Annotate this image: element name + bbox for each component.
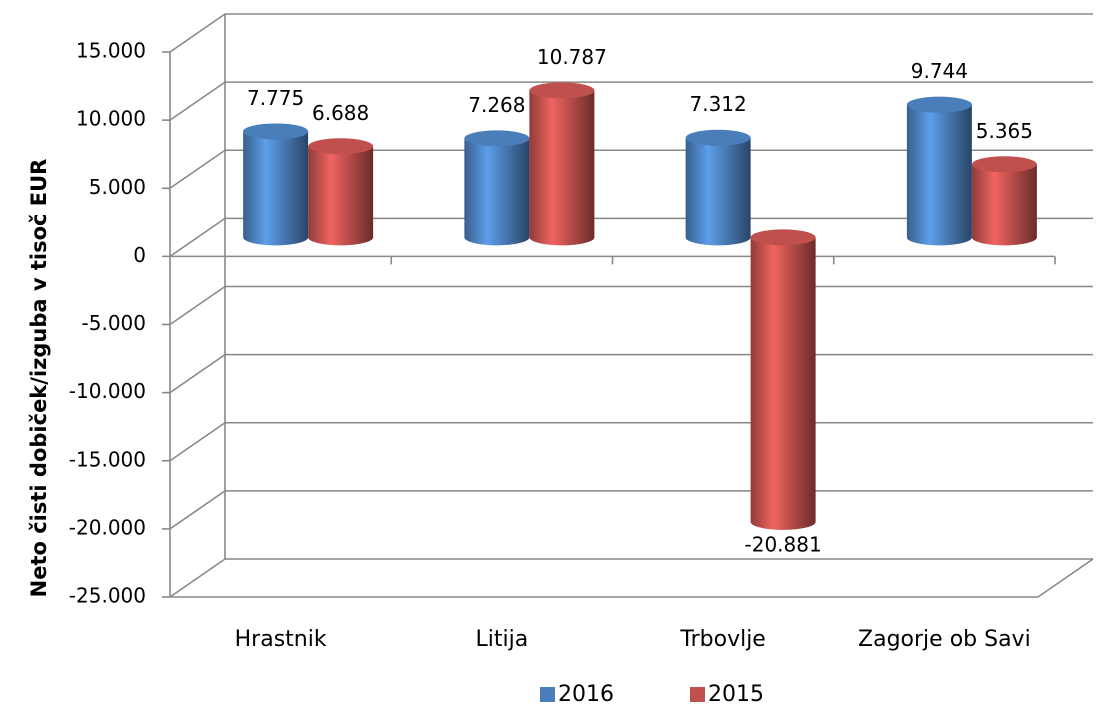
data-label: 7.268 — [468, 93, 525, 117]
y-axis-title: Neto čisti dobiček/izguba v tisoč EUR — [27, 159, 51, 598]
grid-line — [169, 421, 1093, 462]
cylinder-body — [243, 131, 309, 246]
bar — [464, 130, 530, 246]
cylinder-top — [906, 96, 972, 113]
cylinder-body — [308, 146, 374, 246]
grid-line — [169, 13, 1093, 53]
legend-swatch — [540, 687, 555, 702]
bar — [529, 82, 595, 246]
grid-line — [169, 149, 1093, 189]
grid-line — [169, 490, 1093, 530]
legend-label: 2015 — [708, 682, 764, 707]
y-tick-label: -20.000 — [69, 515, 146, 539]
data-label: 5.365 — [976, 119, 1033, 143]
y-tick-label: -25.000 — [69, 584, 146, 608]
cylinder-top — [464, 130, 530, 147]
data-label: 6.688 — [312, 101, 369, 125]
bar — [750, 229, 816, 530]
data-label: 7.312 — [689, 92, 746, 116]
data-label: -20.881 — [745, 532, 822, 556]
y-tick-label: 0 — [133, 243, 146, 267]
x-tick-label: Trbovlje — [679, 627, 765, 652]
cylinder-top — [243, 123, 309, 140]
grid-line — [169, 81, 1093, 121]
x-tick-label: Zagorje ob Savi — [858, 627, 1031, 652]
grid-line — [169, 558, 1093, 598]
bar — [906, 96, 972, 246]
y-tick-label: 10.000 — [76, 107, 146, 131]
grid-line — [169, 353, 1093, 394]
y-tick-label: 15.000 — [76, 39, 146, 63]
cylinder-top — [685, 129, 751, 146]
data-label: 10.787 — [537, 45, 607, 69]
legend-swatch — [690, 687, 705, 702]
data-label: 9.744 — [911, 59, 968, 83]
bar — [685, 129, 751, 246]
data-label: 7.775 — [247, 86, 304, 110]
grid-line — [169, 217, 1093, 258]
cylinder-body — [529, 90, 595, 246]
grid-line — [169, 285, 1093, 326]
cylinder-body — [685, 137, 751, 246]
x-tick-label: Hrastnik — [235, 627, 327, 652]
floor-line — [1037, 558, 1094, 598]
y-tick-label: -15.000 — [69, 447, 146, 471]
cylinder-top — [750, 229, 816, 246]
bar — [243, 123, 309, 246]
cylinder-body — [750, 237, 816, 530]
cylinder-body — [971, 164, 1037, 246]
cylinder-top — [308, 138, 374, 155]
bar — [971, 156, 1037, 246]
y-tick-label: -10.000 — [69, 379, 146, 403]
cylinder-top — [529, 82, 595, 99]
bar — [308, 138, 374, 246]
cylinder-body — [464, 138, 530, 246]
cylinder-top — [971, 156, 1037, 173]
x-tick-label: Litija — [476, 627, 529, 652]
y-tick-label: 5.000 — [89, 175, 146, 199]
y-tick-label: -5.000 — [82, 311, 146, 335]
cylinder-body — [906, 104, 972, 246]
legend-label: 2016 — [558, 682, 614, 707]
